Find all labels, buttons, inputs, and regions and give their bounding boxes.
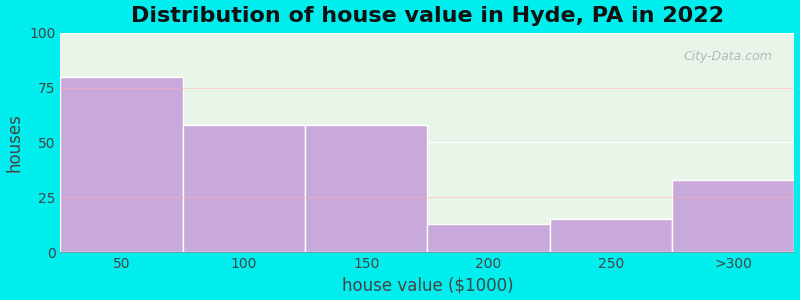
Text: City-Data.com: City-Data.com — [683, 50, 773, 63]
Title: Distribution of house value in Hyde, PA in 2022: Distribution of house value in Hyde, PA … — [131, 6, 724, 26]
X-axis label: house value ($1000): house value ($1000) — [342, 276, 514, 294]
Bar — [305, 125, 427, 252]
Bar — [60, 76, 182, 252]
Bar — [550, 219, 672, 252]
Y-axis label: houses: houses — [6, 113, 23, 172]
Bar — [427, 224, 550, 252]
Bar — [182, 125, 305, 252]
Bar — [672, 180, 794, 252]
